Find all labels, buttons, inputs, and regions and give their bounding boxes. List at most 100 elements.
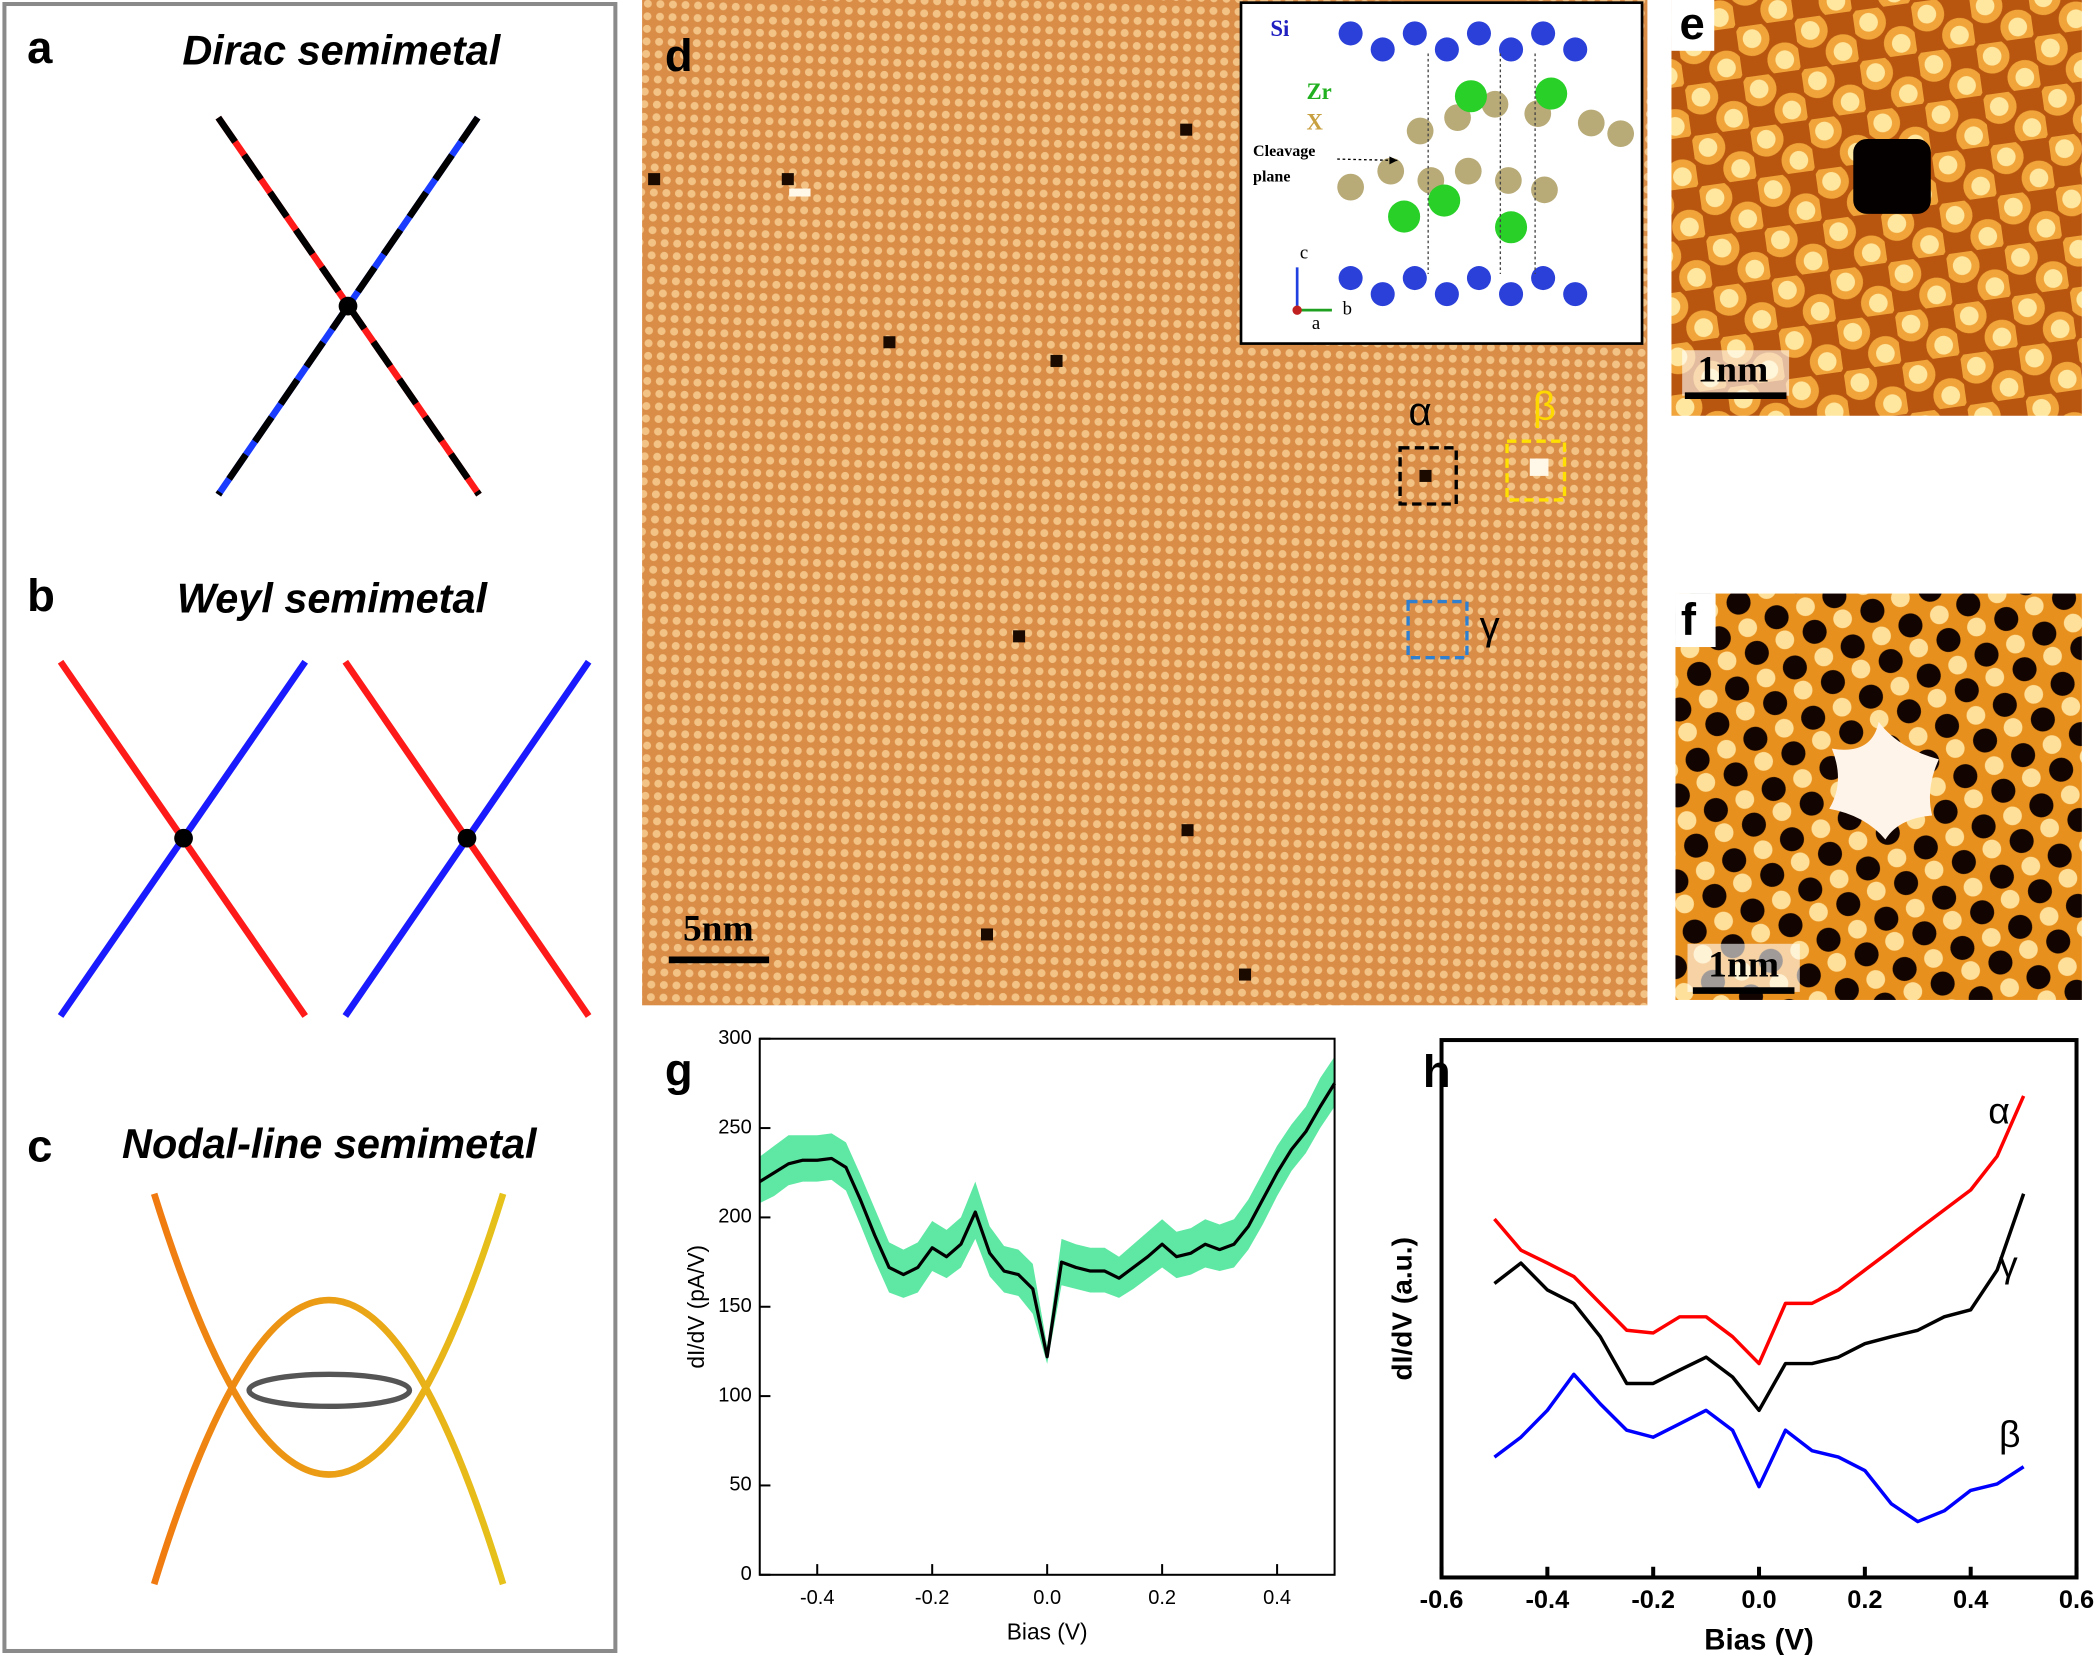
atom [1370,37,1395,62]
defect [1181,824,1194,837]
atom [1563,282,1588,307]
dirac-cone [215,115,482,497]
label-box [1671,0,1715,51]
panel-label: b [27,570,55,621]
defect [1419,469,1432,482]
y-tick-label: 0 [741,1563,752,1585]
x-tick-label: 0.2 [1148,1587,1176,1609]
defects [648,123,1549,981]
defect [648,173,661,186]
atom [1607,120,1635,148]
defect [980,928,994,941]
x-tick-label: 0.4 [1263,1587,1291,1609]
y-tick-label: 100 [718,1384,751,1406]
scale-bar-label: 1nm [1708,944,1779,985]
atom [1531,266,1556,291]
atom [1577,109,1605,137]
atom-label: X [1307,110,1324,135]
panel-title: Weyl semimetal [177,575,489,622]
axis-label: a [1312,313,1321,334]
defect [1180,123,1193,136]
data-line [1493,1372,2025,1524]
bright-defect [789,188,811,197]
x-tick-label: -0.4 [800,1587,835,1609]
panel-label: e [1679,0,1704,49]
x-tick-label: 0.6 [2059,1586,2094,1614]
atom [1402,21,1427,46]
panel-frame [2,2,618,1653]
x-tick-label: -0.6 [1420,1586,1464,1614]
atom [1531,21,1556,46]
y-tick-label: 150 [718,1295,751,1317]
atom [1454,157,1482,185]
atom [1499,282,1524,307]
atom [1377,157,1405,185]
y-tick-label: 50 [729,1474,751,1496]
panel-label: d [665,30,693,81]
site-box [1406,599,1469,660]
weyl-cones [57,659,592,1018]
label-box [1675,593,1716,648]
label-box [1682,350,1790,396]
series-label: α [1988,1089,2010,1131]
atom [1495,167,1522,194]
atom-label: Zr [1307,79,1332,104]
atom [1337,173,1364,201]
adatom [1829,721,1939,840]
vacancy [1853,139,1931,214]
atom [1388,200,1421,233]
scale-bar-label: 5nm [683,908,754,949]
atom [1495,211,1528,244]
scale-bar-label: 1nm [1698,350,1769,391]
panel-label: a [27,22,53,73]
atom [1466,21,1491,46]
site-label: β [1533,385,1556,429]
plot-frame [758,1037,1336,1576]
atom [1563,37,1588,62]
plot-frame [1439,1038,2079,1580]
atom [1444,104,1471,132]
x-tick-label: -0.2 [915,1587,950,1609]
panel-title: Dirac semimetal [182,26,501,73]
atom-label: Si [1270,16,1289,41]
data-line [1493,1095,2026,1366]
error-band [759,1056,1335,1364]
cleavage-label: Cleavage [1253,143,1315,160]
y-tick-label: 250 [718,1116,751,1138]
axis-label: c [1300,242,1308,263]
y-axis-label: dI/dV (a.u.) [1387,1237,1418,1380]
atom [1338,266,1363,291]
x-axis-label: Bias (V) [1007,1619,1088,1645]
atom [1370,282,1395,307]
site-box [1398,446,1458,506]
atom [1535,77,1568,110]
crystal-inset: Si Zr X Cleavage plane c a b [1239,1,1644,345]
x-axis-label: Bias (V) [1704,1623,1813,1655]
defect [883,336,896,349]
series-label: β [1999,1413,2021,1455]
panel-label: h [1423,1046,1451,1097]
series-label: γ [1999,1243,2018,1285]
site-label: γ [1480,604,1500,648]
bright-defect [1529,458,1549,476]
y-tick-label: 300 [718,1027,751,1049]
atom [1338,21,1363,46]
label-box [1687,943,1800,992]
atom [1434,282,1459,307]
atom [1531,176,1558,204]
x-tick-label: 0.0 [1741,1586,1776,1614]
site-label: α [1409,390,1432,434]
atom [1499,37,1524,62]
x-tick-label: -0.2 [1631,1586,1675,1614]
defect [1238,968,1252,981]
panel-label: f [1681,594,1697,645]
atom [1428,184,1461,217]
cleavage-label: plane [1253,168,1290,185]
atom [1481,90,1509,118]
nodal-line [150,1192,507,1586]
x-tick-label: -0.4 [1525,1586,1569,1614]
charts: -0.4 -0.2 0.0 0.2 0.4 0 50 100 150 200 250 300 Bias … [665,1027,2094,1655]
atom [1402,266,1427,291]
